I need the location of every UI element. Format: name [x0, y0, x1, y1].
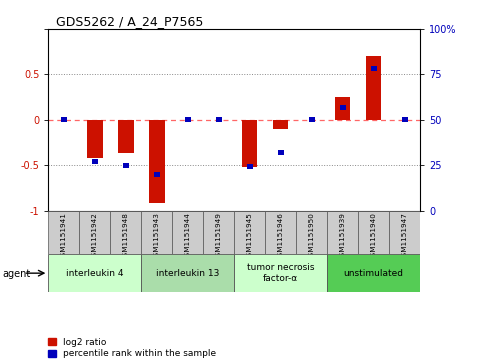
Bar	[389, 211, 420, 254]
Bar	[358, 211, 389, 254]
Bar	[48, 254, 142, 292]
Text: GSM1151942: GSM1151942	[92, 212, 98, 261]
Text: GSM1151945: GSM1151945	[247, 212, 253, 261]
Bar	[309, 117, 315, 122]
Bar	[327, 211, 358, 254]
Text: unstimulated: unstimulated	[344, 269, 404, 278]
Text: GSM1151948: GSM1151948	[123, 212, 129, 261]
Bar	[327, 254, 420, 292]
Text: GSM1151946: GSM1151946	[278, 212, 284, 261]
Text: GSM1151949: GSM1151949	[216, 212, 222, 261]
Bar	[172, 211, 203, 254]
Text: GSM1151940: GSM1151940	[371, 212, 377, 261]
Bar	[141, 254, 234, 292]
Bar	[335, 97, 351, 120]
Bar	[79, 211, 110, 254]
Text: GSM1151941: GSM1151941	[61, 212, 67, 261]
Text: agent: agent	[2, 269, 30, 279]
Bar	[216, 117, 222, 122]
Text: GSM1151950: GSM1151950	[309, 212, 315, 261]
Bar	[371, 66, 377, 72]
Bar	[340, 105, 346, 110]
Text: GDS5262 / A_24_P7565: GDS5262 / A_24_P7565	[56, 15, 203, 28]
Bar	[118, 120, 133, 153]
Bar	[273, 120, 288, 129]
Bar	[110, 211, 142, 254]
Bar	[278, 150, 284, 155]
Bar	[149, 120, 165, 203]
Bar	[185, 117, 191, 122]
Bar	[366, 56, 382, 120]
Bar	[203, 211, 234, 254]
Text: tumor necrosis
factor-α: tumor necrosis factor-α	[247, 264, 314, 283]
Bar	[61, 117, 67, 122]
Text: GSM1151943: GSM1151943	[154, 212, 160, 261]
Bar	[48, 211, 79, 254]
Bar	[242, 120, 257, 167]
Text: GSM1151947: GSM1151947	[402, 212, 408, 261]
Bar	[92, 159, 98, 164]
Text: interleukin 4: interleukin 4	[66, 269, 124, 278]
Bar	[87, 120, 102, 158]
Bar	[154, 172, 160, 177]
Bar	[402, 117, 408, 122]
Bar	[296, 211, 327, 254]
Bar	[265, 211, 296, 254]
Bar	[234, 211, 265, 254]
Legend: log2 ratio, percentile rank within the sample: log2 ratio, percentile rank within the s…	[48, 338, 216, 359]
Text: GSM1151939: GSM1151939	[340, 212, 346, 261]
Bar	[247, 164, 253, 170]
Bar	[141, 211, 172, 254]
Bar	[123, 163, 129, 168]
Text: GSM1151944: GSM1151944	[185, 212, 191, 261]
Text: interleukin 13: interleukin 13	[156, 269, 219, 278]
Bar	[234, 254, 327, 292]
